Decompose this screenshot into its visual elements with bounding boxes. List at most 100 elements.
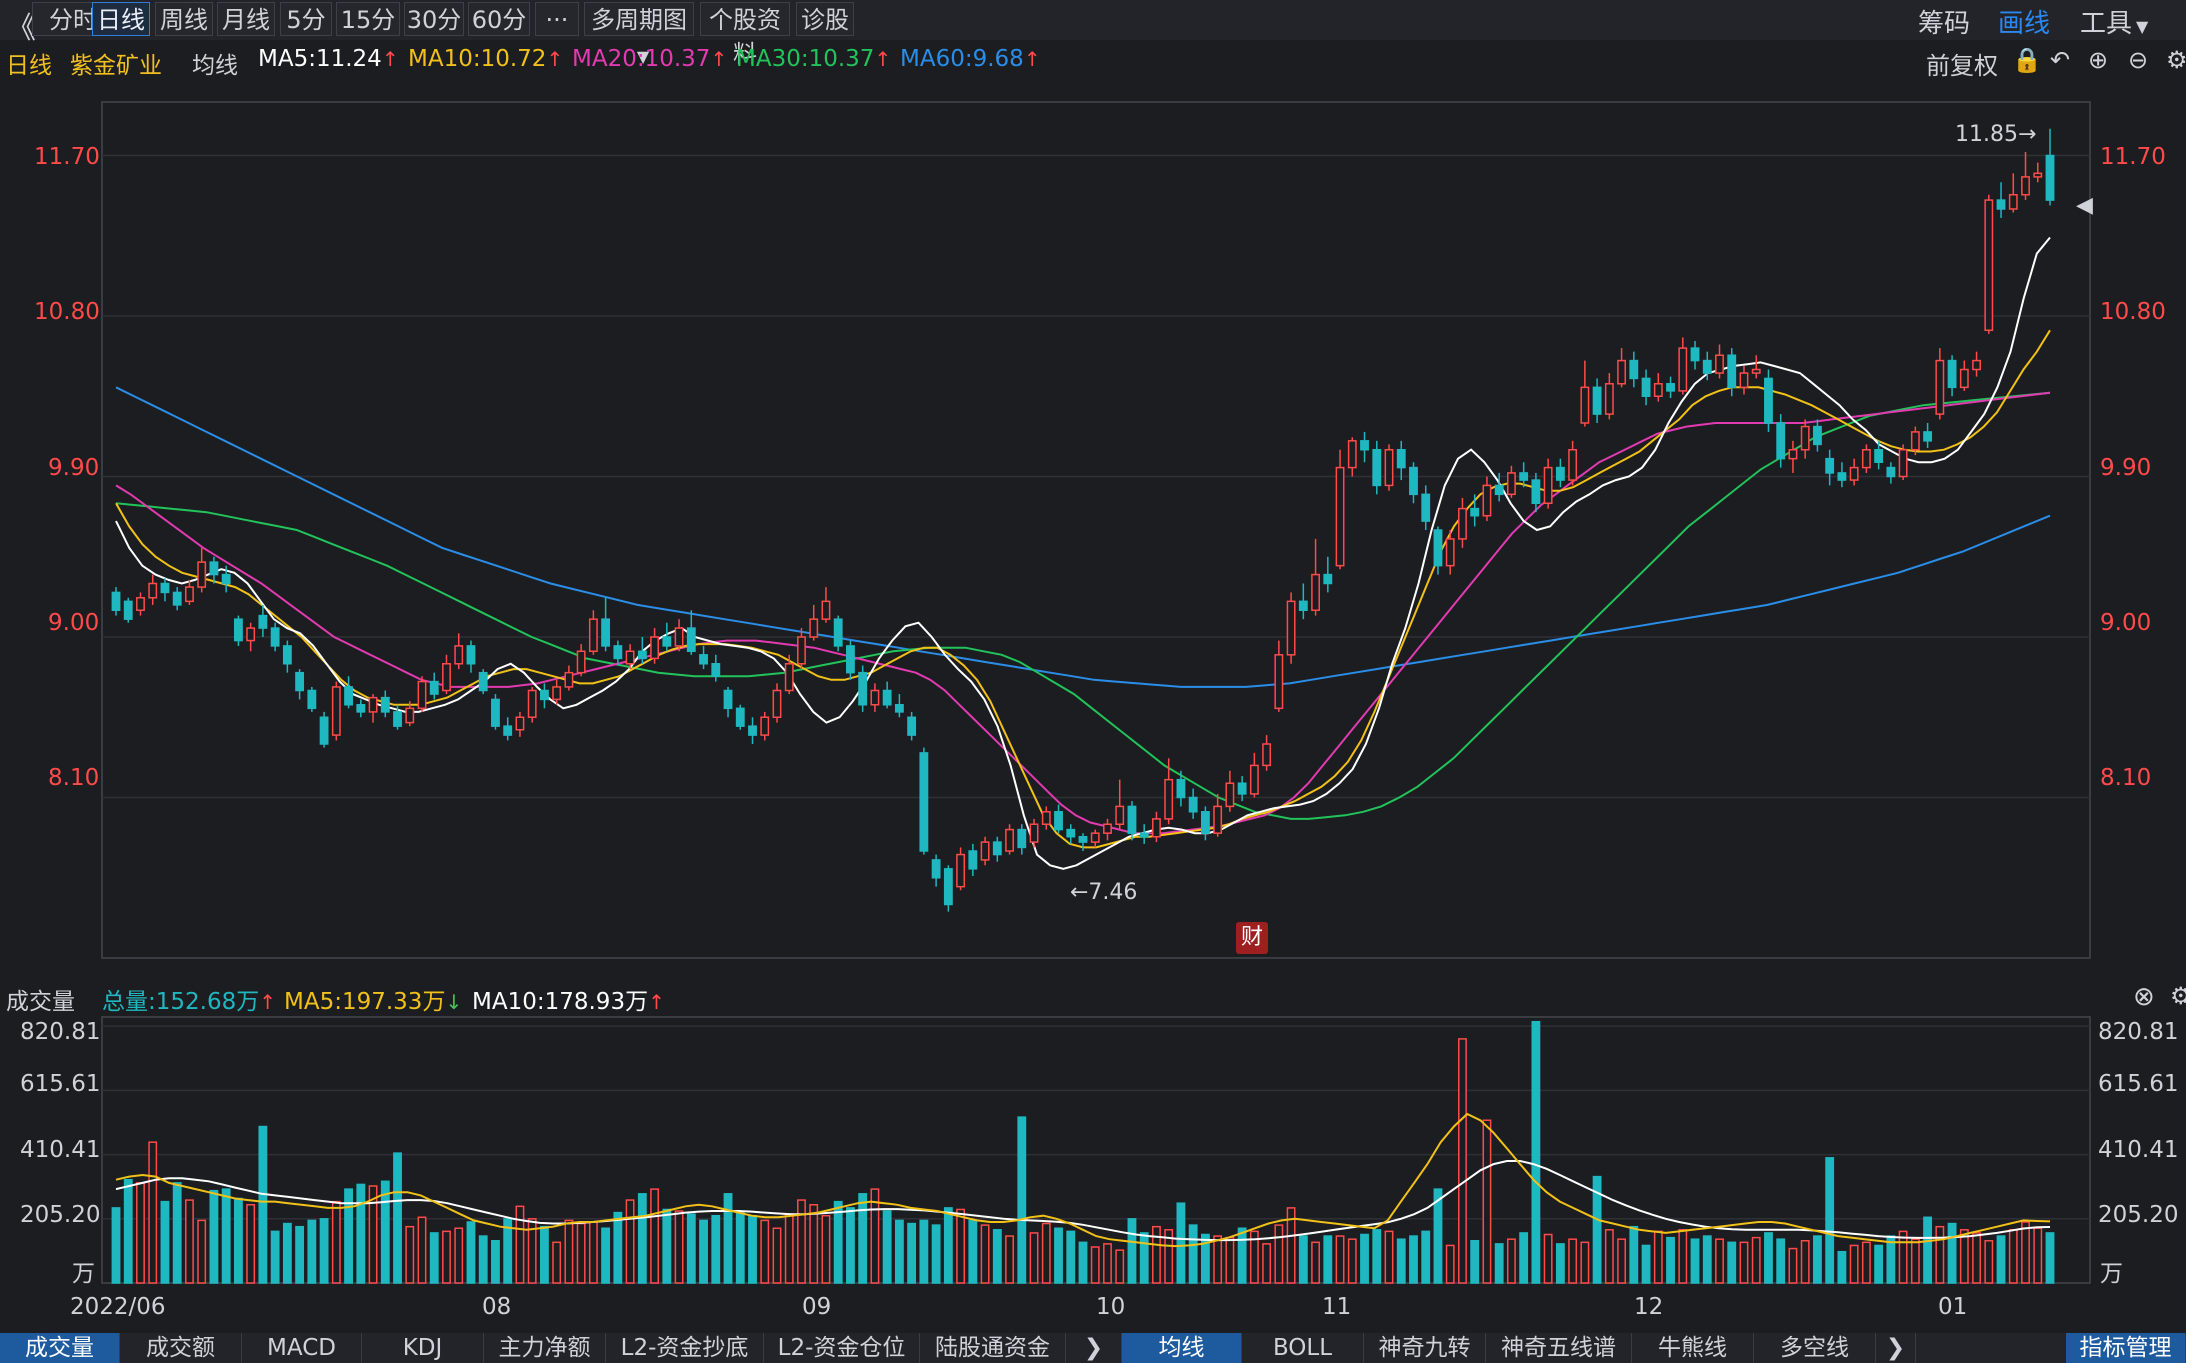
period-label: 日线 <box>6 53 52 79</box>
candle-body <box>1751 368 1761 374</box>
indicator-tab-kdj[interactable]: KDJ <box>362 1333 484 1363</box>
volume-label: 成交量 <box>6 989 75 1015</box>
settings-icon[interactable]: ⚙ <box>2166 46 2186 74</box>
tools-button[interactable]: 工具 ▼ <box>2080 3 2148 40</box>
candle-body <box>1702 359 1712 374</box>
candle-body <box>564 671 574 688</box>
indicator-tab-main-net[interactable]: 主力净额 <box>484 1333 606 1363</box>
volume-bar <box>491 1240 500 1284</box>
volume-bar <box>735 1211 745 1284</box>
candle-body <box>503 725 513 736</box>
volume-bar <box>1641 1244 1651 1284</box>
indicator-tab-bull-bear[interactable]: 牛熊线 <box>1632 1333 1754 1363</box>
tab-monthly[interactable]: 月线 <box>217 2 275 36</box>
volume-bar <box>1078 1241 1088 1284</box>
candle-body <box>417 680 427 710</box>
volume-bar <box>1298 1235 1308 1284</box>
candle-body <box>356 704 366 713</box>
candle-body <box>956 853 966 888</box>
volume-bar <box>1715 1238 1724 1284</box>
candle-body <box>2045 154 2055 201</box>
candle-body <box>992 841 1002 856</box>
price-tick-right: 8.10 <box>2100 765 2152 791</box>
indicator-tab-td9[interactable]: 神奇九转 <box>1364 1333 1486 1363</box>
candle-body <box>331 686 341 736</box>
indicator-manage-button[interactable]: 指标管理 <box>2066 1333 2186 1363</box>
volume-bar <box>1249 1230 1259 1284</box>
volume-bar <box>1103 1243 1112 1284</box>
tab-15min[interactable]: 15分 <box>336 2 400 36</box>
volume-bar <box>527 1218 537 1284</box>
indicator-tab-volume[interactable]: 成交量 <box>0 1333 120 1363</box>
volume-bar <box>1115 1249 1125 1284</box>
candle-body <box>515 716 525 731</box>
chips-button[interactable]: 筹码 <box>1918 9 1971 39</box>
volume-bar <box>2033 1227 2043 1284</box>
candle-body <box>1788 449 1798 460</box>
tab-5min[interactable]: 5分 <box>280 2 332 36</box>
candle-body <box>1176 778 1186 799</box>
volume-bar <box>466 1221 476 1284</box>
chevron-right-icon[interactable]: ❯ <box>1876 1333 1916 1363</box>
tab-60min[interactable]: 60分 <box>468 2 530 36</box>
ma20-value: MA20:10.37↑ <box>572 46 727 72</box>
multi-period-dropdown[interactable]: 多周期图 ▼ <box>584 2 694 66</box>
tab-weekly[interactable]: 周线 <box>155 2 213 36</box>
indicator-tab-l2-position[interactable]: L2-资金仓位 <box>764 1333 920 1363</box>
indicator-tab-l2-bottom[interactable]: L2-资金抄底 <box>606 1333 764 1363</box>
volume-bar <box>368 1185 378 1284</box>
volume-bar <box>539 1225 549 1284</box>
candle-body <box>1996 199 2006 210</box>
undo-icon[interactable]: ↶ <box>2050 46 2071 74</box>
close-icon[interactable]: ⊗ <box>2133 982 2155 1012</box>
indicator-tab-five-lines[interactable]: 神奇五线谱 <box>1486 1333 1632 1363</box>
volume-bar <box>552 1241 562 1284</box>
adjust-mode-button[interactable]: 前复权 <box>1926 52 1998 80</box>
indicator-tab-hk-connect[interactable]: 陆股通资金 <box>920 1333 1066 1363</box>
candle-body <box>148 582 158 599</box>
volume-bar <box>1433 1188 1443 1284</box>
indicator-tab-macd[interactable]: MACD <box>242 1333 362 1363</box>
indicator-tab-ma[interactable]: 均线 <box>1122 1333 1242 1363</box>
diagnose-button[interactable]: 诊股 <box>796 2 854 36</box>
candle-body <box>1311 573 1320 611</box>
volume-bar <box>1837 1250 1847 1284</box>
candle-body <box>1690 347 1700 362</box>
chevron-right-icon[interactable]: ❯ <box>1066 1333 1122 1363</box>
more-tabs-button[interactable]: ··· <box>535 2 579 36</box>
candle-body <box>1017 828 1027 849</box>
ma20-text: MA20:10.37 <box>572 46 711 72</box>
top-toolbar: 《 分时 日线 周线 月线 5分 15分 30分 60分 ··· 多周期图▼ 个… <box>0 0 2186 68</box>
stock-profile-button[interactable]: 个股资料 <box>700 2 790 68</box>
tab-30min[interactable]: 30分 <box>404 2 464 36</box>
volume-bar <box>429 1232 439 1284</box>
volume-bar <box>331 1200 341 1284</box>
price-tick-left: 9.90 <box>48 455 100 481</box>
lock-icon[interactable]: 🔒 <box>2012 46 2042 74</box>
price-tick-right: 11.70 <box>2100 144 2166 170</box>
draw-line-button[interactable]: 画线 <box>1998 9 2051 39</box>
zoom-out-icon[interactable]: ⊖ <box>2128 46 2149 74</box>
indicator-tab-boll[interactable]: BOLL <box>1242 1333 1364 1363</box>
financial-report-marker[interactable]: 财 <box>1236 922 1268 954</box>
tab-daily[interactable]: 日线 <box>92 2 150 36</box>
volume-bar <box>1458 1038 1467 1284</box>
candle-body <box>1886 466 1896 478</box>
candle-body <box>1115 805 1125 826</box>
volume-bar <box>1592 1175 1602 1284</box>
volume-bar <box>1910 1238 1920 1284</box>
volume-bar <box>625 1199 635 1284</box>
zoom-in-icon[interactable]: ⊕ <box>2088 46 2109 74</box>
candle-body <box>1984 199 1994 332</box>
candle-body <box>1739 372 1749 389</box>
volume-bar <box>356 1183 366 1284</box>
chevron-left-icon[interactable]: 《 <box>6 11 36 46</box>
settings-icon[interactable]: ⚙ <box>2170 982 2186 1010</box>
indicator-tab-amount[interactable]: 成交额 <box>120 1333 242 1363</box>
indicator-tab-long-short[interactable]: 多空线 <box>1754 1333 1876 1363</box>
candle-body <box>1090 832 1100 843</box>
candle-body <box>919 752 929 852</box>
candle-body <box>1959 368 1969 389</box>
volume-bar <box>833 1200 843 1284</box>
